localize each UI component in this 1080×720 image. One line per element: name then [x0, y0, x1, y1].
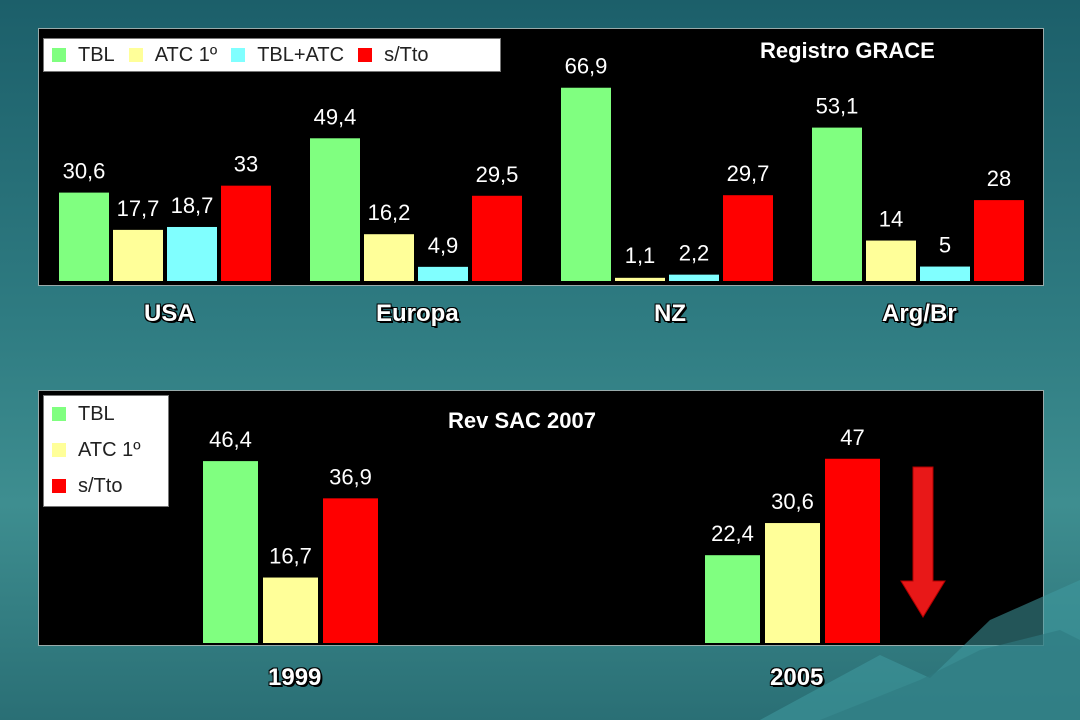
legend-swatch [52, 443, 66, 457]
chart-panel-grace: 30,6 17,7 18,7 33 49,4 16,2 4,9 29,5 66,9 1,1 2,2 2… [38, 28, 1044, 286]
mountain-decoration [760, 580, 1080, 720]
data-label: 47 [840, 425, 864, 450]
bar-tbl-usa [59, 192, 109, 281]
category-label-nz: NZ [654, 300, 686, 327]
data-label: 66,9 [565, 54, 608, 79]
data-label: 46,4 [209, 427, 252, 452]
bar-stto-nz [723, 195, 773, 281]
data-label: 14 [879, 207, 903, 232]
bar-stto-1999 [323, 498, 378, 643]
bar-atc1-europa [364, 234, 414, 281]
category-label-europa: Europa [376, 300, 459, 327]
bar-tbl-2005 [705, 555, 760, 643]
bar-stto-argbr [974, 200, 1024, 281]
bar-tbl-nz [561, 87, 611, 281]
data-label: 18,7 [171, 193, 214, 218]
legend-item-tbl: TBL [52, 396, 168, 432]
data-label: 29,7 [727, 161, 770, 186]
down-arrow-icon [900, 466, 946, 618]
data-label: 30,6 [63, 159, 106, 184]
legend-swatch [128, 48, 143, 62]
data-label: 16,7 [269, 544, 312, 569]
data-label: 16,2 [368, 200, 411, 225]
data-label: 2,2 [679, 241, 710, 266]
legend-item-stto: s/Tto [52, 468, 168, 504]
legend-swatch [231, 48, 246, 62]
bar-tblatc-europa [418, 266, 468, 281]
legend-label: s/Tto [384, 43, 429, 66]
sac-legend: TBL ATC 1º s/Tto [43, 395, 169, 507]
data-label: 29,5 [476, 162, 519, 187]
sac-bar-chart: 46,4 16,7 36,9 22,4 30,6 47 [203, 425, 946, 643]
legend-label: TBL [78, 402, 115, 425]
legend-label: TBL+ATC [257, 43, 345, 66]
data-label: 28 [987, 166, 1011, 191]
data-label: 36,9 [329, 464, 372, 489]
grace-bar-chart: 30,6 17,7 18,7 33 49,4 16,2 4,9 29,5 66,9 1,1 2,2 2… [59, 54, 1024, 281]
data-label: 1,1 [625, 243, 656, 268]
bar-atc1-2005 [765, 523, 820, 643]
bar-stto-usa [221, 185, 271, 281]
grace-chart-title: Registro GRACE [760, 38, 935, 63]
category-label-argbr: Arg/Br [882, 300, 957, 327]
data-label: 53,1 [816, 94, 859, 119]
bar-atc1-argbr [866, 240, 916, 281]
legend-item-atc: ATC 1º [128, 43, 218, 67]
chart-panel-sac: 46,4 16,7 36,9 22,4 30,6 47 [38, 390, 1044, 646]
bar-tblatc-argbr [920, 266, 970, 281]
category-label-usa: USA [144, 300, 195, 327]
bar-stto-europa [472, 195, 522, 281]
legend-item-atc: ATC 1º [52, 432, 168, 468]
legend-label: TBL [78, 43, 115, 66]
category-label-1999: 1999 [268, 664, 322, 691]
bar-tbl-1999 [203, 461, 258, 643]
legend-label: ATC 1º [78, 438, 141, 461]
legend-item-tbl-atc: TBL+ATC [231, 44, 344, 67]
bar-atc1-1999 [263, 577, 318, 643]
bar-tblatc-nz [669, 274, 719, 281]
data-label: 49,4 [314, 104, 357, 129]
legend-label: s/Tto [78, 474, 123, 497]
data-label: 17,7 [117, 196, 160, 221]
bar-tbl-europa [310, 138, 360, 281]
bar-atc1-usa [113, 229, 163, 281]
legend-swatch [52, 479, 66, 493]
data-label: 4,9 [428, 233, 459, 258]
data-label: 30,6 [771, 489, 814, 514]
legend-swatch [52, 407, 66, 421]
data-label: 5 [939, 233, 951, 258]
legend-item-tbl: TBL [52, 44, 115, 67]
grace-legend: TBL ATC 1º TBL+ATC s/Tto [43, 38, 501, 72]
legend-swatch [358, 48, 373, 62]
bar-stto-2005 [825, 458, 880, 643]
data-label: 33 [234, 152, 258, 177]
bar-atc1-nz [615, 277, 665, 281]
legend-swatch [52, 48, 66, 62]
legend-item-stto: s/Tto [358, 43, 429, 67]
bar-tblatc-usa [167, 226, 217, 281]
bar-tbl-argbr [812, 127, 862, 281]
legend-label: ATC 1º [154, 43, 218, 66]
data-label: 22,4 [711, 521, 754, 546]
category-label-2005: 2005 [770, 664, 824, 691]
sac-chart-title: Rev SAC 2007 [448, 408, 596, 433]
